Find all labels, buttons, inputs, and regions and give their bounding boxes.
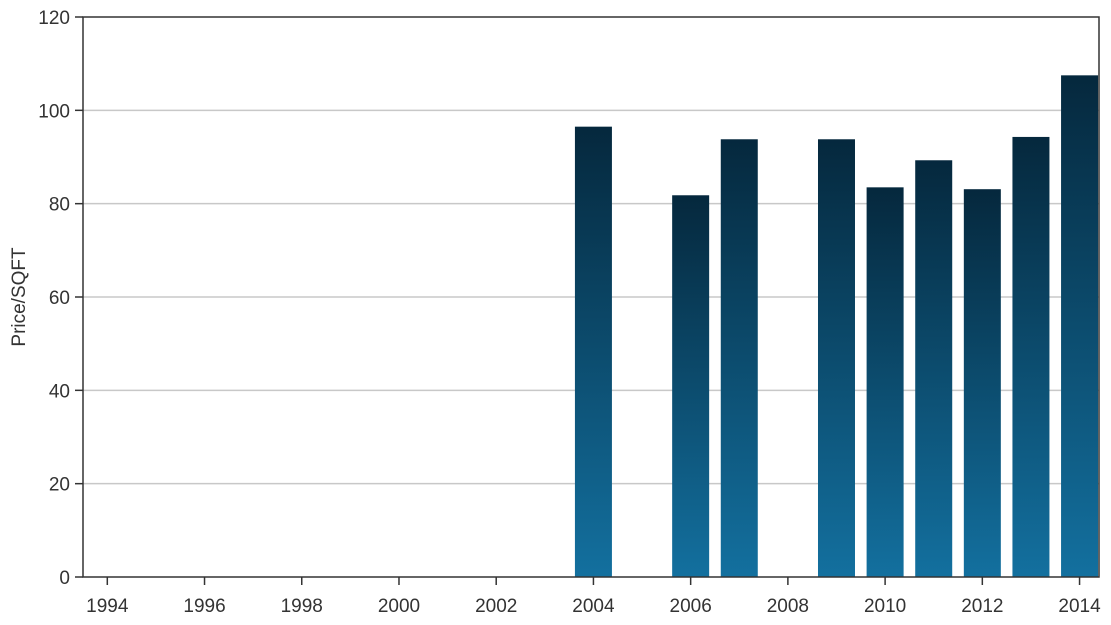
y-axis-label: Price/SQFT bbox=[9, 247, 30, 347]
x-tick-label: 1998 bbox=[281, 596, 323, 617]
x-tick-label: 2010 bbox=[864, 596, 906, 617]
y-tick-label: 100 bbox=[38, 101, 70, 122]
x-tick-label: 2000 bbox=[378, 596, 420, 617]
x-tick-label: 2012 bbox=[961, 596, 1003, 617]
bar-2013 bbox=[1012, 136, 1050, 577]
x-tick-label: 1996 bbox=[183, 596, 225, 617]
y-tick-label: 80 bbox=[49, 195, 70, 216]
x-tick-label: 2004 bbox=[572, 596, 615, 617]
tick-labels: 0 20 40 60 80 100 120 1994 1996 1998 2000 2002 2004 2… bbox=[38, 8, 1101, 617]
bar-2012 bbox=[963, 189, 1001, 577]
bars bbox=[574, 75, 1099, 578]
x-tick-label: 1994 bbox=[86, 596, 129, 617]
bar-2009 bbox=[817, 139, 855, 577]
y-tick-label: 20 bbox=[49, 475, 70, 496]
y-tick-label: 0 bbox=[59, 568, 70, 589]
x-tick-label: 2008 bbox=[767, 596, 809, 617]
bar-2014 bbox=[1061, 75, 1099, 577]
y-tick-label: 60 bbox=[49, 288, 70, 309]
x-tick-label: 2002 bbox=[475, 596, 517, 617]
x-tick-label: 2006 bbox=[670, 596, 712, 617]
x-tick-label: 2014 bbox=[1058, 596, 1101, 617]
bar-2011 bbox=[915, 160, 953, 577]
bar-2010 bbox=[866, 187, 904, 578]
bar-2004 bbox=[574, 126, 612, 578]
y-tick-label: 120 bbox=[38, 8, 70, 29]
axes bbox=[75, 16, 1100, 585]
y-tick-label: 40 bbox=[49, 381, 70, 402]
bar-2006 bbox=[672, 195, 710, 577]
plot-frame bbox=[82, 16, 1100, 578]
bar-2007 bbox=[720, 139, 758, 577]
